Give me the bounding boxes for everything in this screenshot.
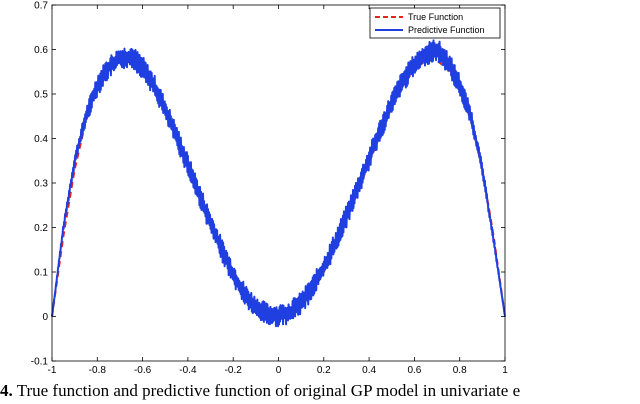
x-tick-label: 0.6 <box>407 365 421 376</box>
predictive-function-line <box>51 39 506 328</box>
legend-box <box>369 7 501 39</box>
y-tick-label: 0.4 <box>34 134 48 145</box>
y-tick-label: 0.5 <box>34 90 48 101</box>
y-tick-label: -0.1 <box>31 357 49 368</box>
x-tick-label: 0.8 <box>453 365 467 376</box>
y-tick-label: 0.7 <box>34 1 48 12</box>
y-tick-label: 0 <box>42 312 48 323</box>
x-tick-label: 0.2 <box>317 365 331 376</box>
series-predictive-function <box>51 39 506 328</box>
x-tick-label: -0.4 <box>179 365 197 376</box>
x-tick-label: -0.2 <box>225 365 243 376</box>
x-tick-label: 0 <box>276 365 282 376</box>
x-tick-label: -1 <box>48 365 57 376</box>
figure-number: 4. <box>0 381 13 400</box>
x-tick-label: 1 <box>502 365 508 376</box>
y-tick-label: 0.1 <box>34 268 48 279</box>
y-tick-label: 0.3 <box>34 179 48 190</box>
y-tick-label: 0.6 <box>34 45 48 56</box>
x-axis-ticks: -1 -0.8 -0.6 -0.4 -0.2 0 0.2 0.4 0.6 0.8 1 <box>48 5 508 376</box>
legend-label-true-function: True Function <box>408 12 463 22</box>
legend: True Function Predictive Function <box>369 7 501 39</box>
legend-label-predictive-function: Predictive Function <box>408 25 485 35</box>
chart: -1 -0.8 -0.6 -0.4 -0.2 0 0.2 0.4 0.6 0.8 1 -0.1 0 0.… <box>31 1 508 377</box>
x-tick-label: -0.6 <box>134 365 152 376</box>
x-tick-label: 0.4 <box>362 365 376 376</box>
x-tick-label: -0.8 <box>89 365 107 376</box>
y-axis-ticks: -0.1 0 0.1 0.2 0.3 0.4 0.5 0.6 0.7 <box>31 1 505 368</box>
figure-caption: 4. True function and predictive function… <box>0 381 640 404</box>
y-tick-label: 0.2 <box>34 223 48 234</box>
figure-caption-text: True function and predictive function of… <box>12 381 521 400</box>
